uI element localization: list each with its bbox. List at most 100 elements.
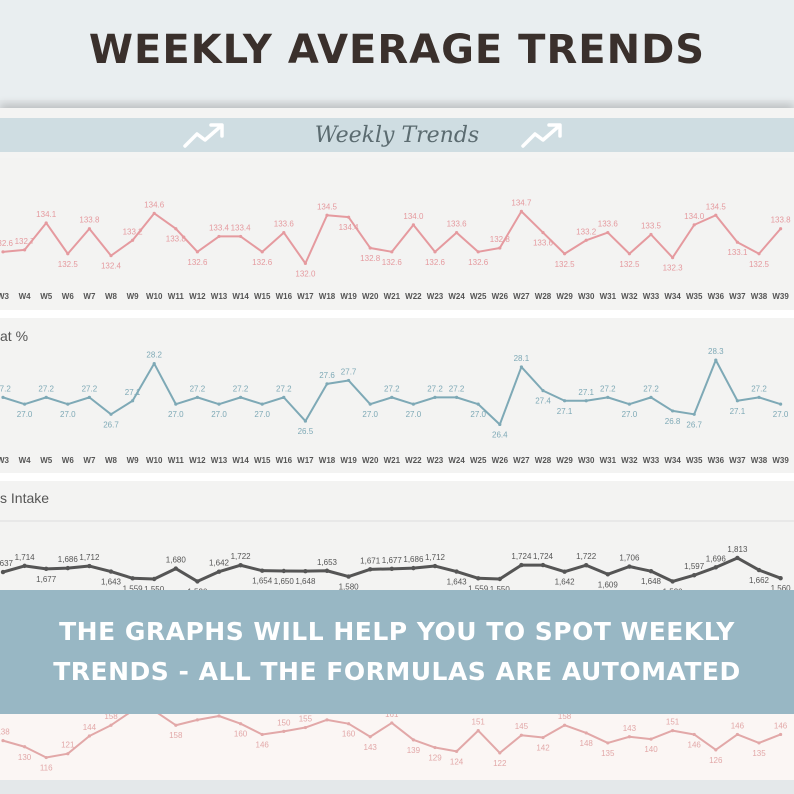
data-label: 28.1 bbox=[514, 354, 530, 363]
x-tick-label: W39 bbox=[772, 292, 789, 301]
x-tick-label: W11 bbox=[168, 292, 185, 301]
data-label: 27.0 bbox=[17, 410, 33, 419]
data-point bbox=[692, 412, 696, 416]
data-point bbox=[648, 568, 654, 574]
data-label: 27.2 bbox=[190, 384, 206, 393]
data-label: 133.8 bbox=[166, 235, 187, 244]
data-point bbox=[540, 562, 546, 568]
banner-line-2: TRENDS - ALL THE FORMULAS ARE AUTOMATED bbox=[53, 657, 741, 686]
data-label: 27.0 bbox=[470, 410, 486, 419]
data-point bbox=[670, 579, 675, 584]
x-tick-label: W12 bbox=[189, 292, 206, 301]
data-point bbox=[44, 221, 48, 225]
data-label: 132.3 bbox=[663, 264, 684, 273]
x-tick-label: W9 bbox=[127, 292, 140, 301]
chart-gap bbox=[0, 310, 794, 318]
data-point bbox=[195, 579, 200, 584]
x-tick-label: W37 bbox=[729, 456, 746, 465]
data-point bbox=[757, 252, 761, 256]
data-point bbox=[65, 565, 71, 571]
x-tick-label: W24 bbox=[448, 456, 465, 465]
data-point bbox=[498, 422, 502, 427]
data-label: 1,643 bbox=[447, 578, 468, 587]
data-point bbox=[779, 402, 783, 406]
data-point bbox=[0, 569, 6, 575]
data-label: 133.5 bbox=[641, 222, 662, 231]
data-label: 132.6 bbox=[382, 258, 403, 267]
x-tick-label: W31 bbox=[600, 292, 617, 301]
data-point bbox=[173, 566, 178, 571]
x-tick-label: W39 bbox=[772, 456, 789, 465]
data-label: 27.1 bbox=[557, 407, 573, 416]
data-point bbox=[44, 755, 48, 760]
data-label: 132.6 bbox=[252, 258, 273, 267]
data-point bbox=[519, 562, 524, 568]
data-point bbox=[238, 563, 243, 568]
data-label: 27.2 bbox=[600, 384, 616, 393]
data-label: 1,642 bbox=[555, 578, 576, 587]
x-tick-label: W4 bbox=[19, 456, 32, 465]
data-label: 132.6 bbox=[0, 239, 14, 248]
data-label: 144 bbox=[83, 723, 97, 732]
data-label: 1,712 bbox=[425, 553, 446, 562]
x-tick-label: W4 bbox=[19, 292, 32, 301]
data-point bbox=[1, 739, 5, 743]
data-label: 132.5 bbox=[58, 260, 79, 269]
data-label: 165 bbox=[320, 714, 334, 716]
data-point bbox=[455, 230, 459, 235]
x-tick-label: W38 bbox=[751, 456, 768, 465]
data-point bbox=[22, 563, 27, 569]
data-point bbox=[390, 250, 394, 254]
data-label: 1,648 bbox=[641, 577, 662, 586]
data-label: 132.6 bbox=[468, 258, 489, 267]
data-label: 27.1 bbox=[578, 388, 594, 397]
data-point bbox=[217, 714, 221, 718]
x-tick-label: W15 bbox=[254, 292, 271, 301]
x-tick-label: W30 bbox=[578, 456, 595, 465]
data-label: 139 bbox=[407, 746, 421, 755]
data-point bbox=[109, 723, 113, 727]
data-label: 1,650 bbox=[274, 577, 295, 586]
data-label: 28.2 bbox=[146, 351, 162, 360]
data-point bbox=[282, 230, 286, 235]
x-tick-label: W6 bbox=[62, 456, 75, 465]
data-label: 133.6 bbox=[533, 239, 554, 248]
data-point bbox=[174, 227, 178, 231]
data-label: 161 bbox=[385, 714, 399, 719]
fourth-chart: 1381301161211441581771771581651701601461… bbox=[0, 698, 794, 780]
data-point bbox=[735, 399, 740, 403]
data-point bbox=[584, 238, 588, 242]
data-label: 142 bbox=[536, 744, 550, 753]
data-point bbox=[563, 723, 567, 727]
data-label: 1,686 bbox=[403, 555, 424, 564]
data-label: 132.5 bbox=[619, 260, 640, 269]
data-point bbox=[347, 378, 351, 383]
x-tick-label: W6 bbox=[62, 292, 75, 301]
data-label: 27.1 bbox=[125, 388, 141, 397]
data-point bbox=[411, 402, 415, 406]
x-tick-label: W33 bbox=[643, 456, 660, 465]
x-tick-label: W32 bbox=[621, 292, 638, 301]
data-label: 130 bbox=[18, 753, 32, 762]
data-label: 124 bbox=[450, 757, 464, 766]
data-point bbox=[541, 389, 545, 393]
trend-arrow-icon bbox=[183, 123, 224, 148]
data-point bbox=[324, 568, 330, 573]
data-label: 133.2 bbox=[123, 227, 144, 236]
data-label: 145 bbox=[515, 722, 529, 731]
x-tick-label: W23 bbox=[427, 292, 444, 301]
data-label: 1,813 bbox=[727, 545, 748, 554]
data-label: 27.0 bbox=[362, 410, 378, 419]
data-label: 1,550 bbox=[144, 585, 165, 593]
data-label: 1,648 bbox=[295, 577, 316, 586]
data-label: 134.0 bbox=[403, 212, 424, 221]
x-tick-label: W25 bbox=[470, 456, 487, 465]
data-point bbox=[735, 240, 740, 244]
data-label: 158 bbox=[558, 714, 572, 721]
x-tick-label: W19 bbox=[340, 456, 357, 465]
bodyfat-chart-title: at % bbox=[0, 328, 29, 344]
data-point bbox=[303, 725, 307, 730]
data-point bbox=[368, 246, 372, 250]
data-point bbox=[433, 745, 437, 750]
data-label: 1,696 bbox=[706, 554, 727, 563]
